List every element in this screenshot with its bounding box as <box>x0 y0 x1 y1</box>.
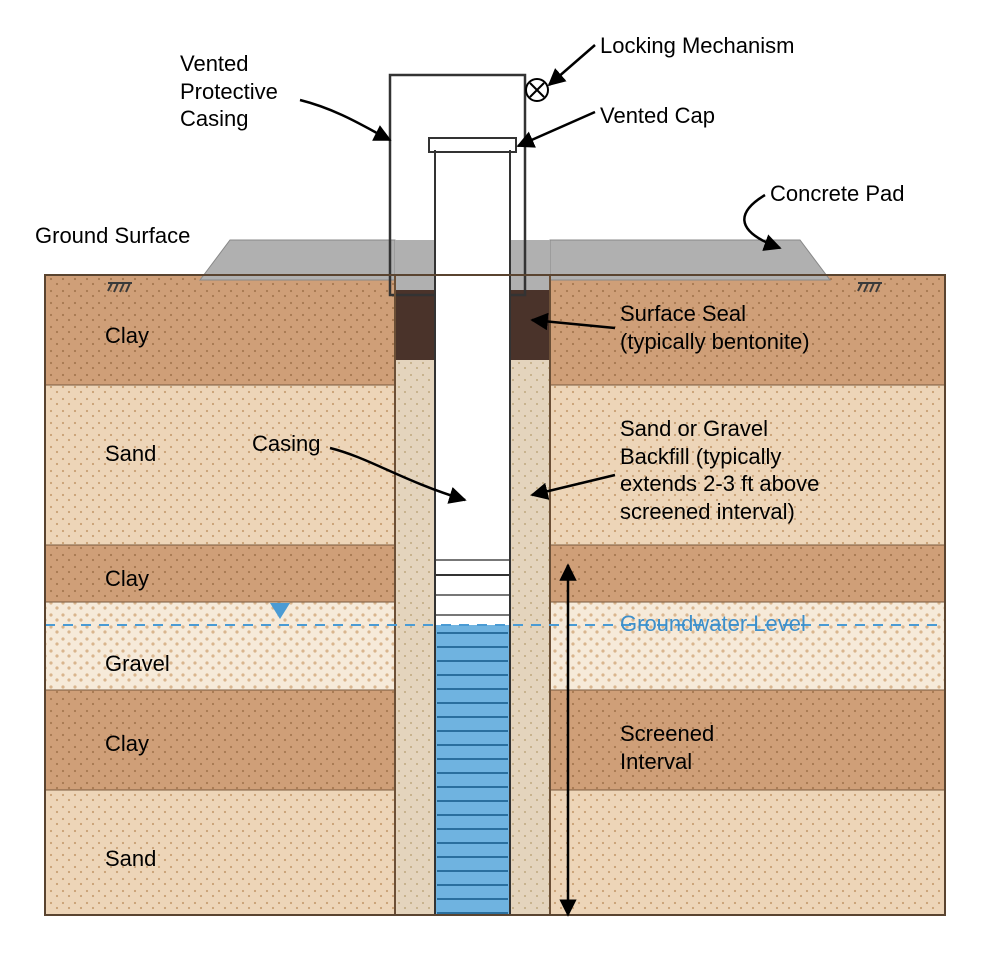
ground-surface-label: Ground Surface <box>35 222 190 250</box>
stratum-label-4: Clay <box>105 730 149 758</box>
backfill-label: Sand or Gravel Backfill (typically exten… <box>620 415 819 525</box>
surface-seal-label: Surface Seal (typically bentonite) <box>620 300 810 355</box>
stratum-label-2: Clay <box>105 565 149 593</box>
vented-protective-casing-label: Vented Protective Casing <box>180 50 278 133</box>
locking-mechanism-label: Locking Mechanism <box>600 32 794 60</box>
concrete-pad-label: Concrete Pad <box>770 180 905 208</box>
stratum-label-0: Clay <box>105 322 149 350</box>
groundwater-level-label: Groundwater Level <box>620 610 806 638</box>
vented-cap-label: Vented Cap <box>600 102 715 130</box>
stratum-label-1: Sand <box>105 440 156 468</box>
casing-label: Casing <box>252 430 320 458</box>
stratum-label-5: Sand <box>105 845 156 873</box>
screened-interval-label: Screened Interval <box>620 720 714 775</box>
stratum-label-3: Gravel <box>105 650 170 678</box>
